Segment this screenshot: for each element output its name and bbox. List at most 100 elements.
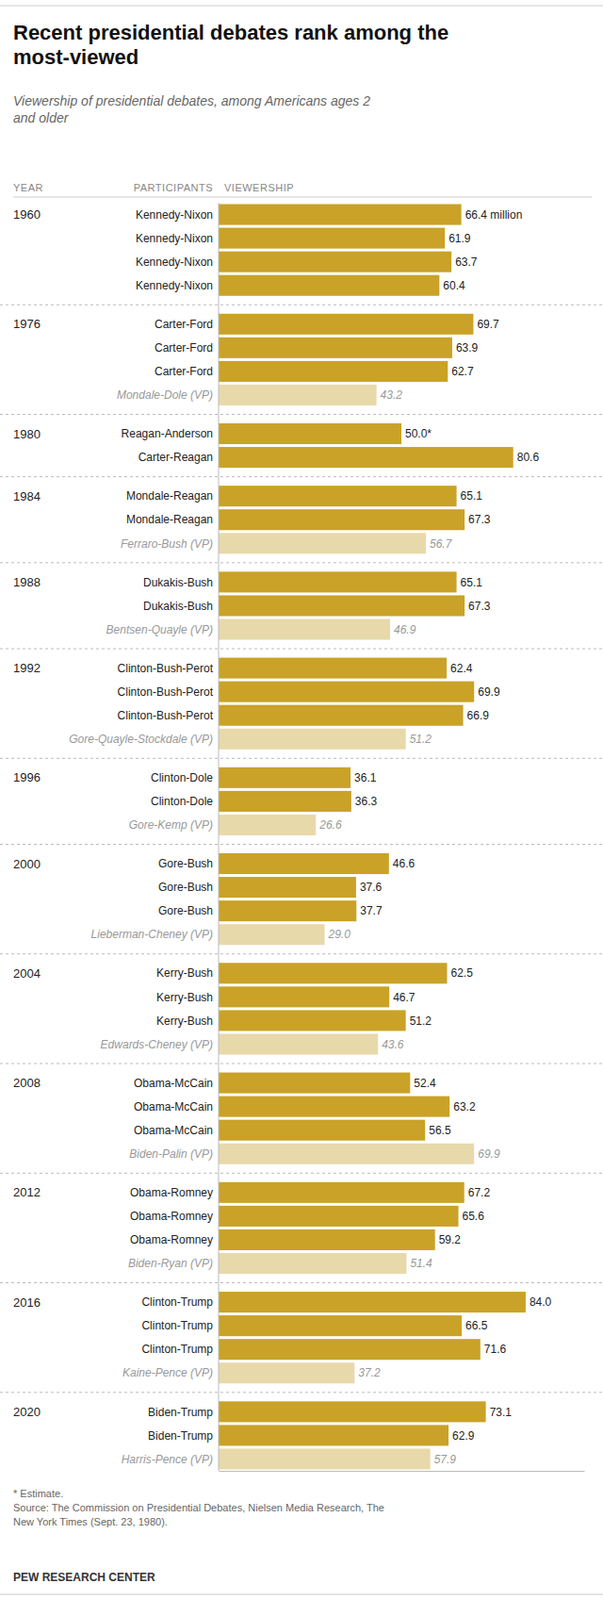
bar — [218, 251, 452, 273]
category-label: Kerry-Bush — [156, 990, 213, 1004]
category-label: Clinton-Trump — [141, 1318, 213, 1332]
category-label: Kennedy-Nixon — [135, 255, 213, 269]
subtitle-line: Viewership of presidential debates, amon… — [13, 93, 371, 109]
data-label: 36.1 — [354, 770, 377, 784]
bar — [218, 1337, 481, 1359]
footnote-line: Source: The Commission on Presidential D… — [13, 1500, 385, 1513]
group-label: 2000 — [13, 856, 41, 871]
bar — [218, 657, 447, 679]
category-label: Kennedy-Nixon — [135, 231, 213, 245]
category-label: Mondale-Dole (VP) — [116, 388, 213, 402]
group-separator — [0, 413, 603, 415]
group-separator — [0, 304, 603, 306]
category-label: Obama-McCain — [133, 1123, 213, 1137]
data-label: 69.7 — [476, 317, 500, 331]
data-label: 73.1 — [489, 1404, 513, 1418]
data-label: 80.6 — [517, 450, 540, 464]
group-separator — [0, 952, 603, 954]
bar — [218, 1009, 407, 1030]
bar — [218, 790, 352, 812]
group-separator — [0, 1281, 603, 1283]
data-label: 26.6 — [318, 817, 343, 832]
bar — [218, 570, 457, 592]
bar — [218, 384, 377, 406]
category-label: Clinton-Dole — [150, 794, 213, 808]
bar — [218, 1252, 407, 1273]
data-label: 62.4 — [450, 661, 473, 675]
data-label: 37.7 — [359, 903, 383, 917]
data-label: 66.5 — [465, 1318, 489, 1332]
chart: Recent presidential debates rank among t… — [0, 0, 603, 1599]
bars — [218, 204, 526, 1469]
data-label: 65.1 — [460, 488, 484, 503]
data-label: 62.7 — [451, 364, 474, 378]
category-label: Clinton-Bush-Perot — [117, 708, 214, 722]
data-label: 67.3 — [468, 599, 491, 613]
bar — [218, 961, 448, 983]
group-label: 2004 — [13, 965, 41, 980]
x-axis — [219, 1469, 586, 1471]
category-label: Obama-Romney — [130, 1208, 213, 1223]
category-label: Dukakis-Bush — [143, 575, 213, 589]
data-label: 62.5 — [451, 965, 474, 979]
data-label: 63.7 — [455, 255, 478, 269]
group-label: 1988 — [13, 574, 41, 589]
data-label: 43.2 — [380, 388, 404, 402]
category-label: Carter-Ford — [154, 341, 213, 355]
category-label: Biden-Palin (VP) — [129, 1146, 213, 1160]
bar — [218, 618, 391, 639]
category-label: Reagan-Anderson — [121, 426, 213, 441]
group-separator — [0, 757, 603, 759]
data-label: 63.9 — [456, 341, 479, 355]
column-header: YEAR — [13, 181, 44, 194]
group-separator — [0, 475, 603, 477]
category-label: Obama-Romney — [130, 1232, 213, 1246]
data-label: 37.2 — [358, 1365, 381, 1379]
footnote: * Estimate. — [13, 1486, 64, 1499]
bottom-rule — [0, 1593, 603, 1595]
data-label: 46.9 — [393, 622, 417, 636]
bar — [218, 1181, 465, 1203]
bar — [218, 1447, 431, 1468]
data-label: 69.9 — [477, 684, 501, 699]
category-label: Clinton-Trump — [141, 1294, 213, 1308]
bar — [218, 275, 440, 296]
data-label: 57.9 — [434, 1451, 457, 1466]
data-label: 66.9 — [467, 708, 490, 722]
baseline — [218, 202, 220, 1470]
data-label: 52.4 — [413, 1075, 437, 1090]
category-label: Gore-Kemp (VP) — [129, 817, 213, 832]
category-label: Carter-Ford — [154, 364, 213, 378]
data-label: 66.4 million — [465, 208, 523, 222]
bar — [218, 1228, 436, 1250]
data-label: 56.7 — [429, 537, 454, 551]
bar — [218, 508, 465, 530]
bar — [218, 1205, 459, 1226]
bar — [218, 1142, 474, 1164]
category-label: Mondale-Reagan — [126, 512, 213, 526]
category-label: Biden-Trump — [147, 1404, 213, 1418]
bar — [218, 728, 407, 750]
category-label: Mondale-Reagan — [126, 488, 213, 503]
bar — [218, 852, 390, 874]
bar — [218, 899, 357, 921]
top-rule — [0, 5, 603, 7]
column-header: VIEWERSHIP — [224, 181, 294, 194]
data-label: 50.0* — [405, 426, 432, 441]
footnote-line: New York Times (Sept. 23, 1980). — [13, 1515, 168, 1527]
title-line: most-viewed — [13, 45, 139, 69]
bar — [218, 923, 326, 945]
title: Recent presidential debates rank among t… — [13, 20, 449, 69]
category-label: Gore-Bush — [158, 856, 213, 870]
group-separator — [0, 648, 603, 650]
bar — [218, 766, 351, 788]
category-label: Obama-Romney — [130, 1185, 213, 1199]
bar — [218, 532, 426, 554]
footnote-line: * Estimate. — [13, 1486, 64, 1499]
data-label: 69.9 — [477, 1146, 501, 1160]
category-label: Clinton-Dole — [150, 770, 213, 784]
group-separator — [0, 1062, 603, 1064]
bar — [218, 1314, 462, 1336]
bar — [218, 204, 462, 226]
category-label: Biden-Ryan (VP) — [128, 1255, 213, 1270]
